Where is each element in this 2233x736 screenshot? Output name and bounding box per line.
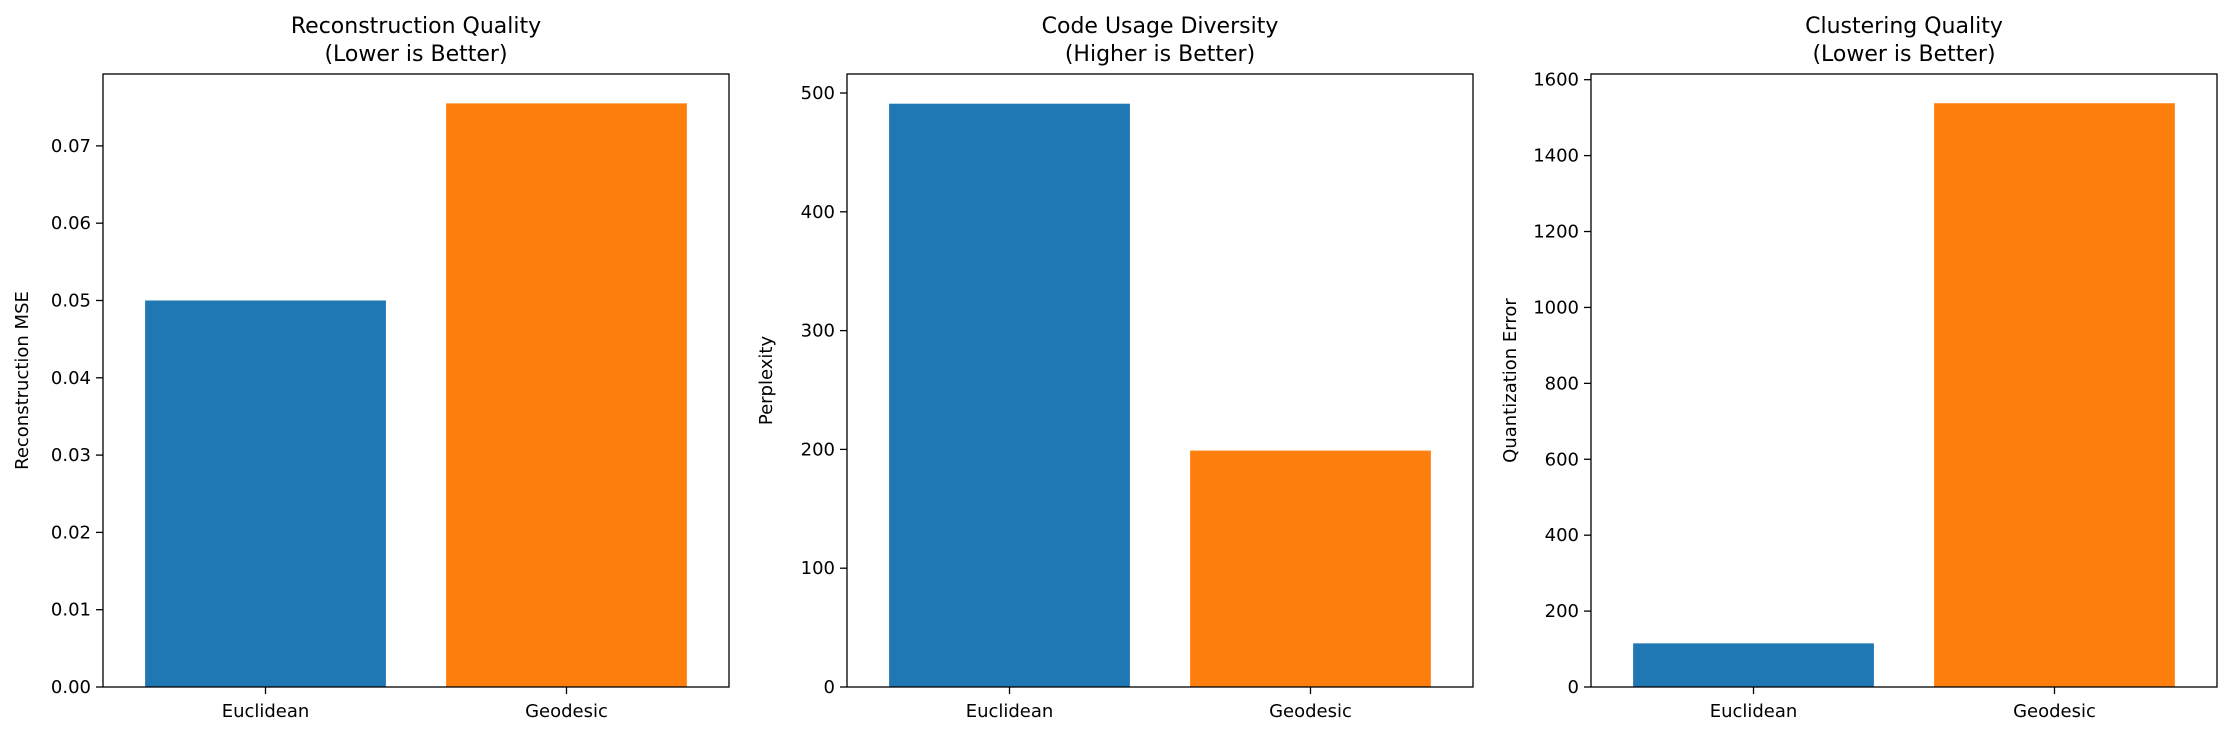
y-tick-label: 0.06 [51,213,91,234]
chart-subtitle: (Lower is Better) [1812,42,1995,67]
y-axis-label: Perplexity [756,336,777,426]
y-tick-label: 100 [801,558,835,579]
y-tick-label: 200 [801,439,835,460]
chart-title: Reconstruction Quality [291,14,541,39]
axes-frame [846,73,1474,688]
y-tick-label: 0.00 [51,677,91,698]
bar-euclidean [1633,643,1874,687]
chart-panel-1: 0.00 0.01 0.02 0.03 0.04 0.05 0.06 0.07 Euclidea… [12,14,730,722]
chart-subtitle: (Higher is Better) [1065,42,1255,67]
y-tick-label: 400 [801,202,835,223]
y-tick-label: 1200 [1533,222,1579,243]
y-tick-label: 1000 [1533,297,1579,318]
axes-frame [1590,73,2218,688]
chart-panel-2: 0 100 200 300 400 500 Euclidean Geodesic Code Us… [756,14,1474,722]
x-tick-label: Geodesic [2013,701,2096,722]
y-tick-label: 500 [801,83,835,104]
x-tick-label: Geodesic [1269,701,1352,722]
y-tick-label: 0.04 [51,368,91,389]
y-tick-label: 200 [1545,601,1579,622]
bar-geodesic [1190,450,1431,687]
axes-frame [102,73,730,688]
y-tick-label: 0.07 [51,136,91,157]
bar-geodesic [1934,103,2175,688]
y-tick-label: 800 [1545,373,1579,394]
bar-euclidean [145,300,386,687]
x-tick-label: Euclidean [966,701,1054,722]
x-tick-label: Euclidean [1710,701,1798,722]
chart-title: Clustering Quality [1805,14,2003,39]
chart-subtitle: (Lower is Better) [324,42,507,67]
x-tick-label: Geodesic [525,701,608,722]
y-tick-label: 0 [824,677,835,698]
y-tick-label: 0.01 [51,600,91,621]
y-tick-label: 1400 [1533,146,1579,167]
y-tick-label: 400 [1545,525,1579,546]
bar-geodesic [446,103,687,688]
y-tick-label: 0.03 [51,445,91,466]
y-tick-label: 0.02 [51,522,91,543]
y-tick-label: 0 [1568,677,1579,698]
bar-euclidean [889,103,1130,687]
y-tick-label: 300 [801,321,835,342]
y-axis-label: Reconstruction MSE [12,291,33,470]
y-axis-label: Quantization Error [1500,298,1521,463]
x-tick-label: Euclidean [222,701,310,722]
y-tick-label: 1600 [1533,70,1579,91]
y-tick-label: 600 [1545,449,1579,470]
chart-panel-3: 0 200 400 600 800 1000 1200 1400 1600 Euclidean Ge… [1500,14,2218,722]
chart-title: Code Usage Diversity [1042,14,1279,39]
y-tick-label: 0.05 [51,290,91,311]
